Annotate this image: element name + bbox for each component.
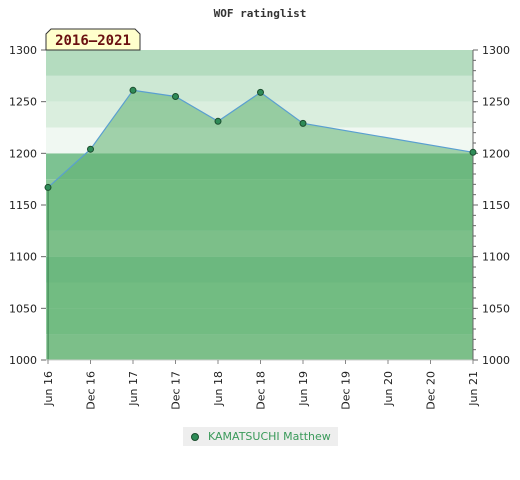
data-point [129,86,137,94]
y-tick-label-right: 1250 [482,96,510,109]
y-tick-label-right: 1200 [482,147,510,160]
data-point [469,148,477,156]
y-tick-label-right: 1150 [482,199,510,212]
data-markers [44,86,477,191]
y-tick-label-right: 1100 [482,251,510,264]
y-tick-label-right: 1050 [482,302,510,315]
y-tick-label-left: 1150 [9,199,37,212]
period-badge-shape [45,28,141,51]
data-point [87,145,94,153]
y-tick-label-right: 1300 [482,44,510,57]
data-point [299,119,307,127]
x-tick-label: Jun 20 [382,371,395,407]
legend: KAMATSUCHI Matthew [183,427,338,446]
x-tick-label: Jun 18 [212,371,225,407]
x-tick-label: Dec 19 [340,371,353,410]
data-point [257,88,264,96]
y-tick-label-left: 1250 [9,96,37,109]
chart-title: WOF ratinglist [214,7,307,20]
legend-label: KAMATSUCHI Matthew [208,430,331,443]
y-tick-label-right: 1000 [482,354,510,367]
data-point [214,117,222,125]
x-tick-label: Jun 16 [42,371,55,407]
y-tick-label-left: 1000 [9,354,37,367]
y-tick-label-left: 1050 [9,302,37,315]
period-badge: 2016–2021 [45,28,141,51]
rating-area [47,89,474,361]
area-fill [48,90,473,361]
y-tick-label-left: 1100 [9,251,37,264]
x-tick-label: Dec 17 [170,371,183,410]
data-point [172,93,179,100]
series-line [47,89,474,188]
x-tick-label: Jun 19 [297,371,310,407]
x-tick-label: Jun 17 [127,371,140,407]
y-tick-label-left: 1200 [9,147,37,160]
y-tick-label-left: 1300 [9,44,37,57]
band-11 [46,50,473,76]
x-tick-label: Dec 18 [255,371,268,410]
period-badge-text: 2016–2021 [55,33,131,49]
legend-marker-icon [191,432,199,441]
x-tick-label: Dec 20 [425,371,438,410]
axes: 1000 1000 1050 1050 1100 1100 1150 1150 1200 1200… [9,44,510,410]
data-point [44,183,52,191]
x-tick-label: Jun 21 [467,371,480,407]
x-tick-label: Dec 16 [85,371,98,410]
